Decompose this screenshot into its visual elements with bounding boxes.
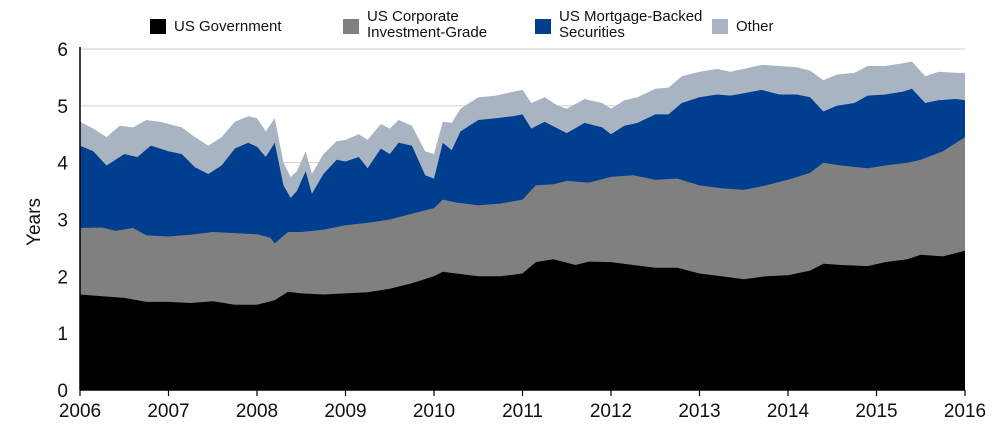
y-tick-label: 0: [57, 381, 68, 402]
y-tick-labels: 0 1 2 3 4 5 6: [57, 40, 68, 402]
legend-label: US Government: [174, 18, 282, 35]
legend-label: Other: [736, 18, 774, 35]
x-tick-label: 2012: [590, 401, 632, 422]
legend-label: Securities: [559, 24, 625, 41]
legend-label: US Mortgage-Backed: [559, 8, 702, 25]
y-tick-label: 4: [57, 154, 68, 175]
x-tick-label: 2007: [147, 401, 189, 422]
area-us-government: [80, 250, 965, 390]
x-tick-label: 2010: [413, 401, 455, 422]
y-axis-title: Years: [24, 198, 45, 246]
y-tick-label: 3: [57, 211, 68, 232]
x-tick-label: 2015: [855, 401, 897, 422]
legend-swatch: [343, 19, 359, 34]
x-tick-label: 2014: [767, 401, 810, 422]
legend-swatch: [535, 19, 551, 34]
y-tick-label: 5: [57, 97, 68, 118]
legend-swatch: [712, 19, 728, 34]
x-tick-labels: 2006 2007 2008 2009 2010 2011 2012 2013 2014 2015…: [59, 390, 986, 422]
legend-label: Investment-Grade: [367, 24, 487, 41]
x-tick-label: 2011: [502, 401, 543, 422]
x-tick-label: 2008: [236, 401, 278, 422]
plot-areas: [80, 61, 965, 391]
x-tick-label: 2013: [678, 401, 720, 422]
x-tick-label: 2016: [944, 401, 986, 422]
legend: US Government US CorporateInvestment-Grad…: [150, 8, 774, 41]
y-tick-label: 6: [57, 40, 68, 61]
legend-swatch: [150, 19, 166, 34]
legend-label: US Corporate: [367, 8, 459, 25]
y-tick-label: 2: [57, 267, 68, 288]
y-tick-label: 1: [57, 324, 68, 345]
x-tick-label: 2009: [324, 401, 366, 422]
x-tick-label: 2006: [59, 401, 101, 422]
